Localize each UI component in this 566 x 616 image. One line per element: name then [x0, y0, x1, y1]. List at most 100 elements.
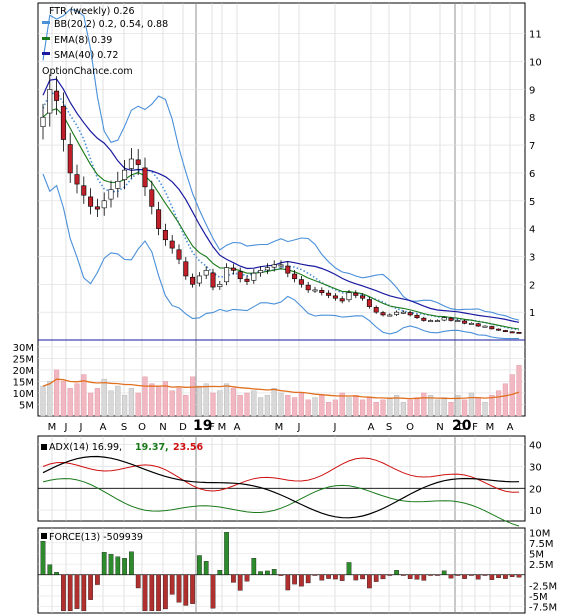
volume-bar	[400, 401, 407, 417]
force-bar	[312, 574, 318, 576]
month-label: S	[121, 422, 127, 433]
candle-body	[455, 320, 461, 323]
month-label: M	[218, 422, 227, 433]
volume-bar	[407, 399, 413, 417]
candle-body	[142, 167, 148, 188]
volume-average-line	[42, 378, 520, 400]
adx-tick-label: 20	[529, 484, 542, 495]
force-bar	[74, 574, 80, 609]
volume-bar	[189, 376, 196, 417]
volume-bar	[203, 383, 209, 417]
force-bar	[421, 574, 427, 581]
force-bar	[496, 574, 501, 579]
candle-body	[183, 261, 189, 277]
volume-bar	[128, 388, 135, 417]
adx-minus-di-line	[42, 457, 520, 493]
price-y-axis: 1 2 3 4 5 6 7 8 9 10 11	[529, 30, 542, 319]
candle-body	[230, 267, 236, 271]
month-label: D	[458, 422, 466, 433]
volume-bar	[60, 381, 67, 417]
volume-bar	[162, 381, 169, 417]
force-bar	[265, 570, 270, 575]
candle-body	[509, 331, 515, 334]
candle-body	[312, 289, 318, 292]
candle-body	[128, 158, 134, 169]
force-bar	[237, 574, 243, 591]
legend-sma-label: SMA(40) 0.72	[54, 50, 118, 61]
legend-bb-label: BB(20,2) 0.2, 0.54, 0.88	[54, 19, 168, 30]
force-bar	[448, 574, 454, 579]
month-label: J	[64, 422, 68, 433]
candle-body	[326, 292, 332, 296]
volume-bar	[47, 381, 53, 417]
volume-bar	[278, 392, 284, 417]
watermark: OptionChance.com	[42, 66, 133, 77]
price-tick-label: 7	[529, 141, 535, 152]
force-bar	[401, 574, 406, 576]
legend-sma-swatch	[42, 52, 50, 55]
volume-bar	[251, 390, 257, 417]
volume-bar	[326, 401, 332, 417]
candle-body	[258, 270, 264, 274]
volume-tick-label: 15M	[13, 377, 34, 388]
volume-tick-label: 20M	[13, 366, 34, 377]
force-bar	[61, 574, 66, 612]
force-tick-label: 2.5M	[529, 560, 554, 571]
force-bar	[489, 574, 495, 580]
candle-body	[298, 279, 304, 285]
adx-tick-label: 40	[529, 441, 542, 452]
force-bar	[217, 570, 223, 575]
month-label: J	[79, 422, 83, 433]
volume-bar	[271, 388, 277, 417]
force-bar	[67, 574, 73, 612]
candle-body	[162, 229, 168, 241]
force-bar	[197, 555, 202, 575]
candle-body	[237, 271, 243, 280]
volume-bar	[108, 390, 114, 417]
force-legend: FORCE(13) -509939	[41, 532, 143, 543]
force-bar	[435, 574, 440, 576]
volume-bar	[176, 388, 182, 417]
candle-body	[353, 292, 359, 296]
month-label: O	[138, 422, 146, 433]
force-tick-label: 7.5M	[529, 539, 554, 550]
price-layer	[40, 8, 522, 340]
price-legend: FTR (weekly) 0.26 BB(20,2) 0.2, 0.54, 0.…	[42, 6, 168, 77]
force-bar	[271, 569, 277, 575]
force-bar	[210, 574, 216, 609]
candle-body	[434, 320, 440, 323]
volume-bar	[360, 399, 366, 417]
month-label: N	[436, 422, 443, 433]
price-tick-label: 5	[529, 197, 535, 208]
candle-body	[489, 326, 495, 330]
volume-bar	[40, 385, 46, 417]
volume-bar	[502, 383, 509, 417]
force-tick-label: 5M	[529, 550, 544, 561]
month-label: M	[275, 422, 284, 433]
force-bar	[163, 574, 168, 610]
force-label: FORCE(13) -509939	[49, 532, 143, 543]
force-bar	[333, 574, 338, 580]
force-bar	[108, 554, 114, 575]
candle-body	[502, 330, 508, 332]
candle-body	[108, 189, 114, 200]
volume-bar	[332, 399, 339, 417]
volume-bar	[421, 392, 427, 417]
volume-bar	[183, 395, 189, 417]
force-bar	[319, 574, 325, 581]
force-bar	[387, 574, 393, 576]
force-bar	[346, 562, 352, 575]
force-bar	[231, 574, 236, 583]
month-label: M	[48, 422, 57, 433]
volume-bar	[312, 397, 318, 417]
candle-body	[441, 317, 447, 321]
adx-layer	[42, 455, 520, 527]
force-bar	[81, 574, 87, 612]
volume-bar	[230, 388, 237, 417]
candle-body	[47, 89, 53, 114]
price-tick-label: 11	[529, 30, 542, 41]
volume-bar	[516, 365, 522, 417]
force-bar	[367, 574, 372, 589]
force-bar	[326, 574, 331, 579]
